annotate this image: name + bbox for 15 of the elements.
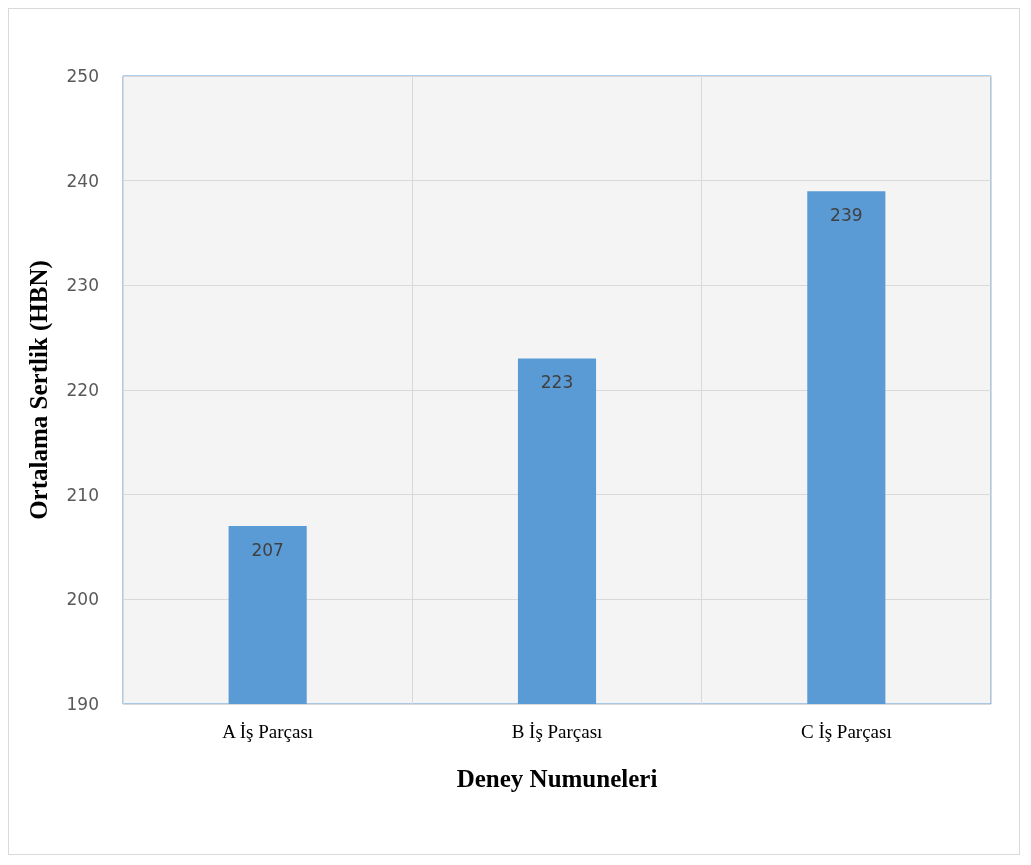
y-tick-label: 200	[66, 589, 99, 610]
data-label: 239	[830, 204, 863, 225]
y-tick-label: 210	[66, 484, 99, 505]
x-tick-label: A İş Parçası	[222, 721, 314, 742]
data-label: 223	[540, 372, 574, 393]
x-tick-label: C İş Parçası	[800, 721, 892, 742]
x-tick-label: B İş Parçası	[511, 721, 603, 742]
y-tick-label: 240	[66, 170, 99, 191]
y-axis-title: Ortalama Sertlik (HBN)	[25, 260, 53, 520]
y-tick-label: 250	[66, 66, 99, 86]
x-axis-title: Deney Numuneleri	[456, 765, 658, 792]
y-tick-label: 220	[66, 380, 99, 400]
y-tick-label: 190	[66, 694, 99, 714]
data-label: 207	[251, 539, 284, 560]
y-tick-label: 230	[66, 275, 99, 296]
